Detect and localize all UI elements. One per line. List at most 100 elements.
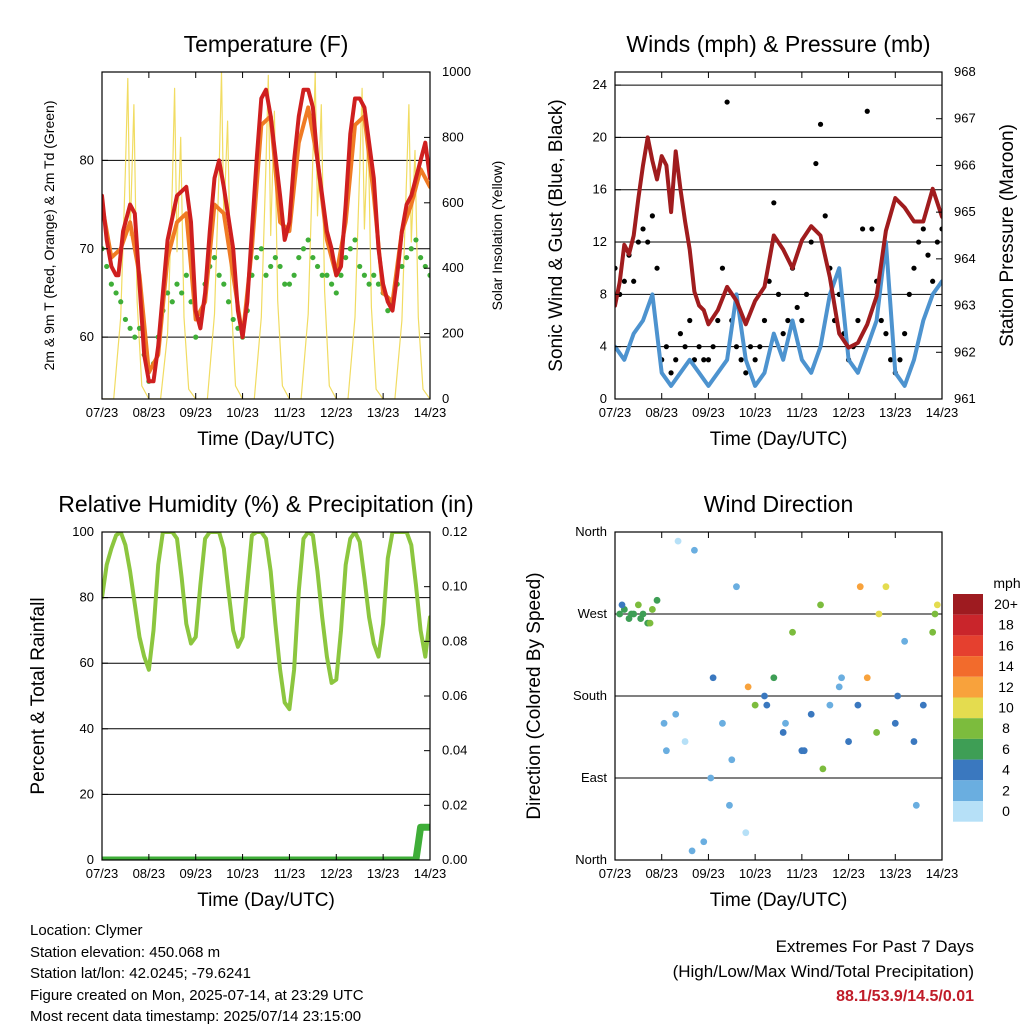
station-latlon: Station lat/lon: 42.0245; -79.6241	[30, 965, 252, 982]
x-tick-label: 11/23	[274, 866, 306, 881]
direction-point	[761, 692, 768, 700]
x-tick-label: 07/23	[599, 405, 632, 420]
direction-point	[845, 738, 852, 745]
x-tick-label: 11/23	[786, 405, 818, 420]
series-point	[687, 317, 693, 324]
direction-point	[634, 601, 642, 609]
series-point	[108, 281, 114, 287]
series-point	[771, 200, 777, 206]
direction-point	[779, 729, 787, 736]
y2-tick-label: 0.02	[442, 797, 467, 812]
y-tick-label: 80	[80, 590, 94, 605]
series-point	[296, 254, 302, 261]
series-point	[705, 357, 712, 363]
series-point	[282, 281, 288, 287]
series-point	[743, 370, 749, 376]
direction-point	[744, 683, 752, 691]
x-tick-label: 13/23	[879, 866, 912, 881]
direction-point	[817, 601, 824, 609]
series-point	[766, 278, 772, 284]
x-tick-label: 14/23	[926, 866, 959, 881]
x-tick-label: 11/23	[786, 866, 818, 881]
series-point	[127, 325, 133, 331]
y-tick-label: 80	[80, 152, 94, 167]
series-point	[738, 357, 744, 363]
direction-point	[648, 606, 656, 613]
series-point	[300, 246, 307, 252]
series-point	[864, 108, 870, 114]
panel-winds: 07/23 08/23 09/23 10/23 11/23 12/23 13/23 14/23…	[546, 31, 1018, 450]
series-line	[615, 240, 942, 388]
direction-point	[933, 601, 941, 609]
temperature-frame	[101, 71, 431, 400]
temperature-xlabel: Time (Day/UTC)	[197, 429, 335, 450]
series-point	[366, 281, 372, 287]
y-tick-label: 0	[600, 391, 607, 406]
series-point	[347, 246, 353, 252]
y-tick-label: South	[573, 688, 607, 703]
y-tick-label: East	[581, 770, 607, 785]
series-point	[822, 213, 828, 219]
x-tick-label: 09/23	[692, 866, 725, 881]
legend-swatch	[953, 780, 983, 801]
y-tick-label: 60	[80, 329, 94, 344]
x-tick-label: 13/23	[879, 405, 912, 420]
legend-swatch	[953, 759, 983, 781]
series-line	[615, 135, 942, 350]
series-point	[408, 246, 414, 252]
series-point	[752, 357, 758, 363]
x-tick-label: 13/23	[367, 405, 400, 420]
direction-point	[688, 847, 696, 855]
direction-point	[709, 674, 717, 682]
direction-point	[894, 692, 902, 700]
extremes-subtitle: (High/Low/Max Wind/Total Precipitation)	[672, 962, 974, 981]
x-tick-label: 07/23	[86, 866, 119, 881]
direction-point	[873, 729, 880, 736]
panel-wind-direction: mph 20+ 18 16 14 12 10 8 6 4 2 0 07/23 08/23 09/23 10/2…	[524, 491, 1021, 911]
x-tick-label: 11/23	[274, 405, 306, 420]
y2-tick-label: 963	[954, 298, 976, 313]
humidity-frame	[101, 531, 431, 861]
series-point	[272, 254, 278, 261]
wind-direction-plot	[615, 537, 942, 855]
wind-direction-title: Wind Direction	[704, 491, 854, 517]
series-point	[286, 281, 293, 287]
legend-label: 18	[998, 617, 1014, 633]
series-point	[808, 239, 814, 245]
series-point	[329, 281, 335, 287]
direction-point	[901, 637, 909, 645]
y2-tick-label: 965	[954, 204, 976, 219]
series-point	[663, 344, 669, 350]
legend-swatch	[953, 718, 983, 739]
series-point	[385, 308, 391, 314]
direction-point	[882, 583, 890, 591]
station-info: Location: Clymer Station elevation: 450.…	[30, 920, 364, 1028]
series-point	[710, 344, 716, 350]
series-point	[817, 121, 824, 127]
direction-point	[835, 683, 843, 691]
legend-label: 12	[998, 679, 1014, 695]
x-tick-label: 12/23	[320, 405, 353, 420]
direction-point	[910, 738, 918, 745]
series-point	[785, 317, 791, 324]
legend-label: 2	[1002, 782, 1010, 798]
y2-tick-label: 1000	[442, 64, 471, 79]
winds-plot	[615, 84, 942, 388]
legend-title: mph	[993, 575, 1020, 591]
direction-point	[618, 601, 626, 609]
y-tick-label: West	[578, 606, 608, 621]
series-point	[715, 317, 721, 324]
y2-tick-label: 800	[442, 129, 464, 144]
legend-label: 8	[1002, 720, 1010, 736]
series-point	[230, 316, 236, 323]
extremes-values: 88.1/53.9/14.5/0.01	[836, 988, 974, 1005]
humidity-ylabel: Percent & Total Rainfall	[28, 597, 49, 794]
legend-label: 20+	[994, 596, 1018, 612]
series-point	[761, 317, 768, 324]
direction-point	[929, 628, 937, 636]
direction-point	[681, 738, 689, 745]
series-point	[724, 99, 730, 105]
winds-xlabel: Time (Day/UTC)	[710, 429, 848, 450]
x-tick-label: 10/23	[226, 866, 259, 881]
series-point	[813, 160, 819, 167]
